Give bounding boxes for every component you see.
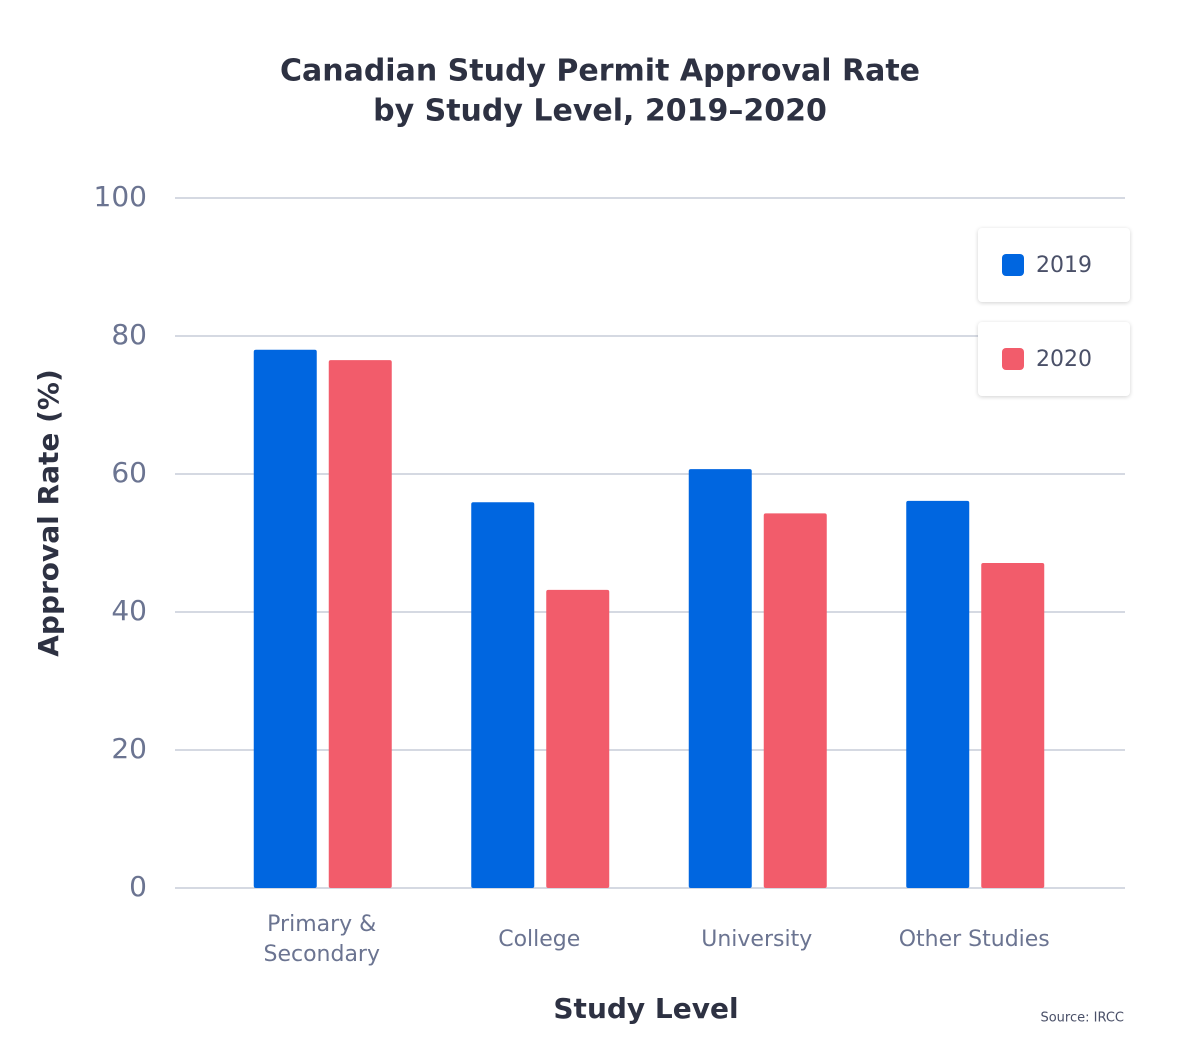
legend-label: 2019: [1036, 252, 1092, 278]
y-tick-label: 80: [111, 318, 147, 351]
bar: [906, 500, 970, 888]
x-axis-title: Study Level: [553, 992, 738, 1025]
y-tick-label: 40: [111, 594, 147, 627]
chart-title: Canadian Study Permit Approval Rate: [280, 54, 920, 89]
legend-item: 2020: [978, 322, 1130, 396]
source-note: Source: IRCC: [1040, 1011, 1124, 1026]
y-tick-label: 20: [111, 732, 147, 765]
legend-swatch: [1002, 348, 1024, 370]
bar: [981, 563, 1045, 888]
chart-subtitle: by Study Level, 2019–2020: [373, 94, 827, 129]
legend-label: 2020: [1036, 346, 1092, 372]
bar: [471, 502, 535, 888]
bar: [253, 349, 317, 888]
x-tick-label: Primary & Secondary: [263, 912, 380, 967]
legend-swatch: [1002, 254, 1024, 276]
bar: [763, 513, 827, 888]
legend-item: 2019: [978, 228, 1130, 302]
x-tick-label: University: [701, 927, 813, 952]
x-tick-label: College: [498, 927, 581, 952]
bar: [546, 589, 610, 888]
y-tick-label: 60: [111, 456, 147, 489]
bar: [688, 469, 752, 888]
x-tick-label: Other Studies: [898, 927, 1050, 952]
y-tick-label: 0: [129, 870, 147, 903]
y-axis-title: Approval Rate (%): [32, 369, 65, 657]
y-tick-label: 100: [94, 180, 147, 213]
bar: [328, 360, 392, 888]
